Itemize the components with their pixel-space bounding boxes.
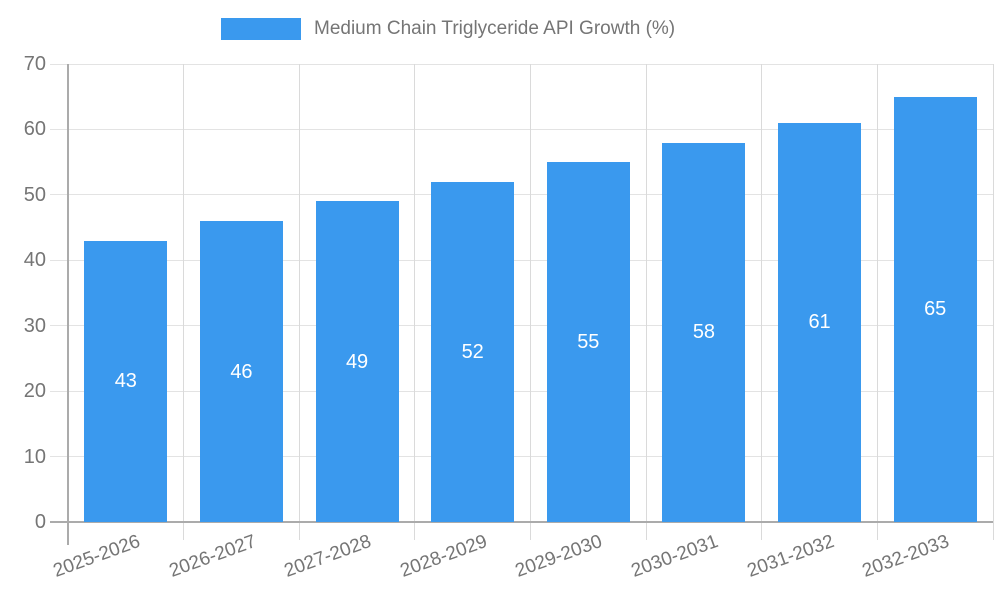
h-gridline — [50, 259, 993, 261]
x-axis-label: 2027-2028 — [281, 531, 375, 582]
chart-legend: Medium Chain Triglyceride API Growth (%) — [221, 17, 675, 40]
bar — [893, 96, 977, 522]
bar-value-label: 61 — [808, 311, 831, 334]
v-gridline — [876, 64, 878, 540]
bar-value-label: 55 — [577, 331, 600, 354]
bar-value-label: 52 — [461, 340, 484, 363]
bar-value-label: 65 — [924, 298, 947, 321]
x-axis-line — [50, 521, 993, 523]
bar-value-label: 46 — [230, 360, 253, 383]
bar — [431, 181, 515, 522]
x-axis-label: 2031-2032 — [744, 531, 837, 582]
h-gridline — [50, 63, 993, 65]
bar — [662, 142, 746, 522]
bar — [199, 221, 283, 522]
y-axis-label: 60 — [23, 118, 46, 141]
h-gridline — [50, 456, 993, 458]
v-gridline — [992, 64, 994, 540]
v-gridline — [298, 64, 300, 540]
h-gridline — [50, 325, 993, 327]
y-axis-label: 50 — [23, 183, 46, 206]
y-axis-label: 70 — [23, 53, 46, 75]
x-axis-label: 2029-2030 — [512, 531, 606, 582]
x-axis-label: 2025-2026 — [50, 531, 143, 582]
y-axis-line — [67, 64, 69, 545]
legend-label: Medium Chain Triglyceride API Growth (%) — [314, 17, 676, 39]
v-gridline — [530, 64, 531, 540]
v-gridline — [183, 64, 185, 540]
h-gridline — [50, 390, 993, 392]
bar-value-label: 58 — [692, 321, 716, 344]
bar — [546, 162, 630, 522]
legend-swatch — [221, 17, 301, 40]
v-gridline — [645, 64, 647, 540]
bar-value-label: 43 — [114, 370, 137, 393]
h-gridline — [50, 128, 993, 130]
y-axis-label: 0 — [34, 511, 46, 533]
y-axis-label: 10 — [23, 445, 46, 468]
bar — [84, 240, 168, 522]
bar — [778, 122, 862, 522]
y-axis-label: 20 — [23, 380, 46, 403]
y-axis-label: 30 — [23, 314, 46, 337]
x-axis-label: 2028-2029 — [397, 531, 490, 582]
bar — [315, 201, 399, 522]
v-gridline — [761, 64, 763, 540]
y-axis-label: 40 — [23, 249, 46, 272]
x-axis-label: 2032-2033 — [859, 531, 953, 582]
x-axis-label: 2026-2027 — [166, 531, 259, 582]
x-axis-label: 2030-2031 — [628, 531, 722, 582]
bar-value-label: 49 — [345, 350, 369, 373]
v-gridline — [414, 64, 416, 540]
h-gridline — [50, 194, 993, 196]
